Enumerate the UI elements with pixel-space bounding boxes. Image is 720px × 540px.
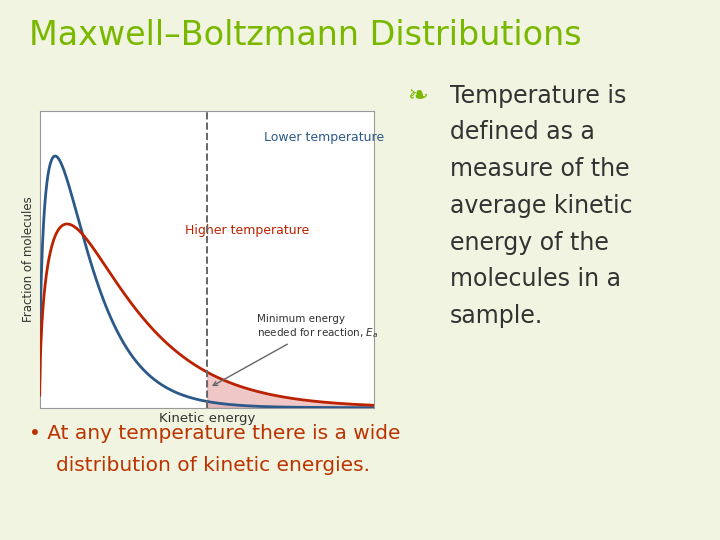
Text: • At any temperature there is a wide: • At any temperature there is a wide — [29, 424, 400, 443]
Text: molecules in a: molecules in a — [450, 267, 621, 291]
Text: ❧: ❧ — [407, 84, 428, 107]
Text: Higher temperature: Higher temperature — [185, 224, 310, 237]
Text: sample.: sample. — [450, 304, 544, 328]
Text: average kinetic: average kinetic — [450, 194, 633, 218]
Text: Lower temperature: Lower temperature — [264, 131, 384, 145]
Text: distribution of kinetic energies.: distribution of kinetic energies. — [56, 456, 370, 475]
Text: Temperature is: Temperature is — [450, 84, 626, 107]
X-axis label: Kinetic energy: Kinetic energy — [159, 412, 255, 425]
Text: Minimum energy
needed for reaction, $E_a$: Minimum energy needed for reaction, $E_a… — [213, 314, 379, 386]
Text: energy of the: energy of the — [450, 231, 609, 254]
Y-axis label: Fraction of molecules: Fraction of molecules — [22, 197, 35, 322]
Text: measure of the: measure of the — [450, 157, 629, 181]
Text: Maxwell–Boltzmann Distributions: Maxwell–Boltzmann Distributions — [29, 19, 582, 52]
Text: defined as a: defined as a — [450, 120, 595, 144]
